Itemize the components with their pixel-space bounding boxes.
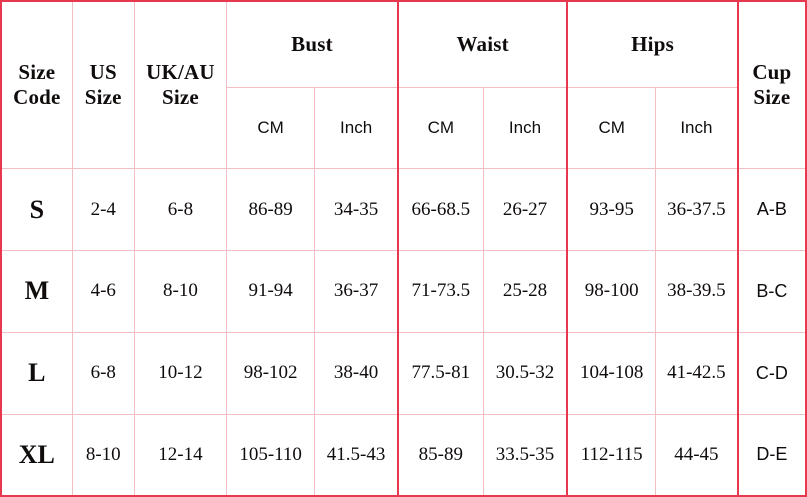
header-us-size: US Size	[71, 0, 135, 170]
cell-waist-cm: 77.5-81	[396, 331, 484, 415]
cell-hips-inch: 36-37.5	[655, 168, 739, 251]
cell-waist-inch: 26-27	[482, 168, 568, 251]
cell-us-size: 6-8	[71, 331, 135, 415]
table-subheader-row: CM Inch CM Inch CM Inch	[1, 87, 806, 170]
cell-cup-size: C-D	[736, 331, 807, 415]
table-row: L 6-8 10-12 98-102 38-40 77.5-81 30.5-32…	[0, 331, 807, 415]
header-bust: Bust	[226, 0, 399, 89]
cell-us-size: 8-10	[71, 413, 135, 497]
table-row: XL 8-10 12-14 105-110 41.5-43 85-89 33.5…	[0, 413, 807, 497]
cell-hips-inch: 44-45	[655, 413, 739, 497]
cell-waist-inch: 25-28	[482, 250, 568, 333]
cell-cup-size: B-C	[736, 250, 807, 333]
subheader-bust-cm: CM	[226, 87, 316, 170]
header-cup-size: Cup Size	[736, 0, 807, 170]
cell-bust-cm: 86-89	[226, 168, 316, 251]
cell-hips-cm: 93-95	[566, 168, 657, 251]
cell-hips-cm: 104-108	[566, 331, 657, 415]
cell-uk-au-size: 8-10	[133, 250, 228, 333]
cell-waist-cm: 85-89	[396, 413, 484, 497]
cell-size-code: L	[0, 331, 73, 415]
cell-uk-au-size: 6-8	[133, 168, 228, 251]
subheader-bust-inch: Inch	[314, 87, 399, 170]
header-size-code: Size Code	[0, 0, 73, 170]
header-uk-au-size: UK/AU Size	[133, 0, 228, 170]
cell-bust-cm: 105-110	[226, 413, 316, 497]
cell-bust-cm: 91-94	[226, 250, 316, 333]
cell-us-size: 2-4	[71, 168, 135, 251]
cell-bust-inch: 38-40	[314, 331, 399, 415]
cell-cup-size: D-E	[736, 413, 807, 497]
cell-us-size: 4-6	[71, 250, 135, 333]
cell-uk-au-size: 10-12	[133, 331, 228, 415]
cell-bust-inch: 34-35	[314, 168, 399, 251]
cell-hips-inch: 38-39.5	[655, 250, 739, 333]
cell-bust-inch: 36-37	[314, 250, 399, 333]
subheader-hips-cm: CM	[566, 87, 657, 170]
cell-hips-cm: 98-100	[566, 250, 657, 333]
cell-uk-au-size: 12-14	[133, 413, 228, 497]
subheader-waist-inch: Inch	[482, 87, 568, 170]
subheader-hips-inch: Inch	[655, 87, 739, 170]
header-hips: Hips	[566, 0, 739, 89]
cell-waist-cm: 66-68.5	[396, 168, 484, 251]
header-waist: Waist	[396, 0, 568, 89]
cell-hips-inch: 41-42.5	[655, 331, 739, 415]
cell-size-code: M	[0, 250, 73, 333]
cell-hips-cm: 112-115	[566, 413, 657, 497]
cell-size-code: S	[0, 168, 73, 251]
cell-waist-inch: 30.5-32	[482, 331, 568, 415]
cell-bust-inch: 41.5-43	[314, 413, 399, 497]
cell-size-code: XL	[0, 413, 73, 497]
subheader-waist-cm: CM	[396, 87, 484, 170]
table-row: M 4-6 8-10 91-94 36-37 71-73.5 25-28 98-…	[0, 250, 807, 333]
table-row: S 2-4 6-8 86-89 34-35 66-68.5 26-27 93-9…	[0, 168, 807, 251]
table-header-row: Size Code US Size UK/AU Size Bust Waist …	[0, 0, 807, 170]
cell-cup-size: A-B	[736, 168, 807, 251]
cell-waist-inch: 33.5-35	[482, 413, 568, 497]
cell-waist-cm: 71-73.5	[396, 250, 484, 333]
cell-bust-cm: 98-102	[226, 331, 316, 415]
